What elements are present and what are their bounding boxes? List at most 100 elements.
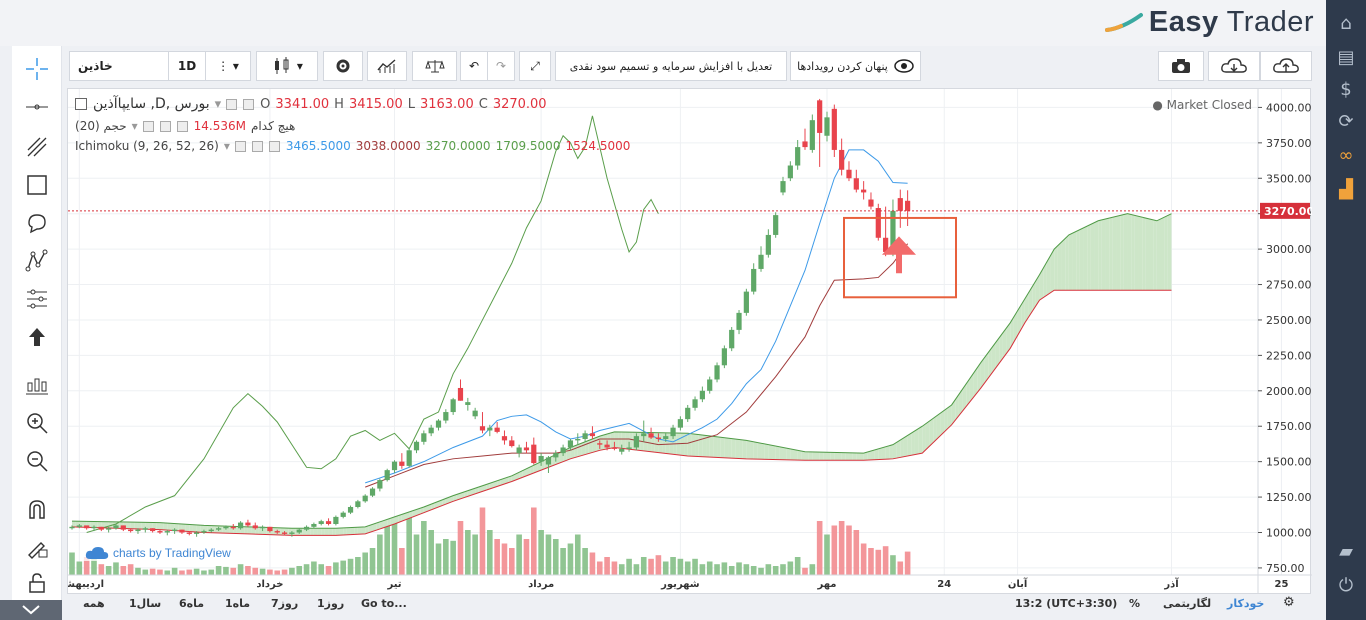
ichimoku-cloud-segment <box>577 443 582 457</box>
range-1m[interactable]: 1ماه <box>225 597 251 610</box>
eye-toggle-icon[interactable] <box>142 120 154 132</box>
y-tick-label: 750.00 <box>1266 562 1305 575</box>
hide-events-button[interactable]: پنهان کردن رویدادها <box>790 51 921 81</box>
candle-body <box>509 440 515 447</box>
log-toggle[interactable]: لگاریتمی <box>1163 597 1212 610</box>
fullscreen-button[interactable]: ⤢ <box>519 51 551 81</box>
ichimoku-cloud-segment <box>1098 219 1102 291</box>
candle-body <box>384 470 390 481</box>
save-layout-button[interactable] <box>1260 51 1312 81</box>
interval-button[interactable]: 1D <box>168 51 206 81</box>
range-7d[interactable]: 7روز <box>271 597 299 610</box>
pattern-icon[interactable] <box>23 248 51 274</box>
lock-icon[interactable] <box>23 570 51 596</box>
tradingview-watermark[interactable]: charts by TradingView <box>82 545 234 561</box>
ichimoku-cloud-segment <box>357 527 362 535</box>
chat-icon[interactable]: ▰ <box>1339 540 1353 562</box>
chevron-down-icon[interactable]: ▾ <box>214 96 222 112</box>
settings-small-icon[interactable] <box>243 98 255 110</box>
power-icon[interactable]: ⏻ <box>1338 574 1354 596</box>
money-bag-icon[interactable]: $ <box>1340 78 1352 100</box>
timezone-label[interactable]: 13:2 (UTC+3:30) <box>1015 597 1118 610</box>
pitchfork-icon[interactable] <box>23 134 51 160</box>
range-all[interactable]: همه <box>83 597 105 610</box>
scale-icon <box>424 60 445 73</box>
chart-panel[interactable]: 750.00 1000.00 1250.00 1500.00 1750.00 2000.0… <box>67 88 1312 595</box>
candle-body <box>824 117 830 136</box>
close-label: C <box>478 96 488 112</box>
chevron-down-icon[interactable]: ▾ <box>131 119 138 133</box>
eye-toggle-icon[interactable] <box>226 98 238 110</box>
price-chart[interactable]: 750.00 1000.00 1250.00 1500.00 1750.00 2000.0… <box>68 89 1312 595</box>
zoom-out-icon[interactable] <box>23 448 51 474</box>
binoculars-icon[interactable]: ∞ <box>1338 144 1354 166</box>
settings-small-icon[interactable] <box>159 120 171 132</box>
ichimoku-cloud-segment <box>698 434 703 457</box>
chevron-down-icon[interactable]: ▾ <box>223 139 230 153</box>
fib-icon[interactable] <box>23 286 51 312</box>
crosshair-icon[interactable] <box>23 56 51 82</box>
collapse-toolbar-button[interactable] <box>0 600 62 620</box>
zoom-in-icon[interactable] <box>23 410 51 436</box>
load-layout-button[interactable] <box>1208 51 1260 81</box>
percent-toggle[interactable]: % <box>1129 597 1141 610</box>
comment-icon[interactable] <box>23 210 51 236</box>
range-1d[interactable]: 1روز <box>317 597 345 610</box>
settings-button[interactable] <box>323 51 363 81</box>
ichimoku-cloud-segment <box>724 437 729 458</box>
candle-body <box>707 379 713 391</box>
ichimoku-cloud-segment <box>515 472 520 481</box>
candle-body <box>128 529 134 532</box>
volume-bar <box>875 549 882 575</box>
range-6m[interactable]: 6ماه <box>179 597 205 610</box>
volume-bar <box>267 569 273 575</box>
ichimoku-cloud-segment <box>812 451 816 461</box>
brand-name: Easy Trader <box>1148 6 1314 38</box>
close-small-icon[interactable] <box>268 140 280 152</box>
candle-body <box>531 444 537 464</box>
screenshot-button[interactable] <box>1158 51 1204 81</box>
volume-bar <box>648 558 654 575</box>
collapse-legend-icon[interactable] <box>75 98 87 110</box>
measure-icon[interactable] <box>23 372 51 398</box>
candle-body <box>641 433 647 437</box>
ichimoku-cloud-segment <box>966 378 970 407</box>
goto-button[interactable]: Go to... <box>361 597 407 610</box>
ichimoku-cloud-segment <box>775 446 780 460</box>
settings-small-icon[interactable] <box>251 140 263 152</box>
adjust-dividends-button[interactable]: تعدیل با افزایش سرمایه و تسمیم سود نقدی <box>555 51 787 81</box>
candle-body <box>751 268 757 292</box>
bar-chart-icon[interactable]: ▟ <box>1339 178 1353 200</box>
symbol-search-input[interactable]: خاذین <box>69 51 169 81</box>
volume-bar <box>472 534 478 575</box>
candle-body <box>729 329 735 349</box>
volume-bar <box>670 557 676 575</box>
volume-bar <box>311 561 317 575</box>
indicators-button[interactable] <box>367 51 407 81</box>
magnet-icon[interactable] <box>23 496 51 522</box>
eye-toggle-icon[interactable] <box>234 140 246 152</box>
rectangle-icon[interactable] <box>23 172 51 198</box>
chart-type-button[interactable]: ▾ <box>256 51 318 81</box>
ichimoku-cloud-segment <box>486 483 490 491</box>
close-small-icon[interactable] <box>176 120 188 132</box>
ichimoku-cloud-segment <box>1039 268 1044 301</box>
gear-icon[interactable]: ⚙ <box>1283 595 1295 610</box>
candle-body <box>589 433 596 437</box>
home-icon[interactable]: ⌂ <box>1340 12 1352 34</box>
volume-bar <box>574 534 581 575</box>
trend-line-icon[interactable] <box>23 94 51 120</box>
range-1y[interactable]: 1سال <box>129 597 162 610</box>
interval-menu-button[interactable]: ⋮ ▾ <box>205 51 251 81</box>
candle-body <box>450 399 456 413</box>
arrow-up-icon[interactable] <box>23 324 51 350</box>
refresh-icon[interactable]: ⟳ <box>1338 110 1354 132</box>
compare-button[interactable] <box>412 51 457 81</box>
ichimoku-cloud-segment <box>808 451 813 461</box>
undo-button[interactable]: ↶ <box>460 51 488 81</box>
redo-button[interactable]: ↷ <box>487 51 515 81</box>
database-icon[interactable]: ▤ <box>1337 46 1355 68</box>
ichimoku-cloud-segment <box>999 332 1003 364</box>
lock-drawing-icon[interactable] <box>23 534 51 560</box>
auto-scale-toggle[interactable]: خودکار <box>1227 597 1265 610</box>
